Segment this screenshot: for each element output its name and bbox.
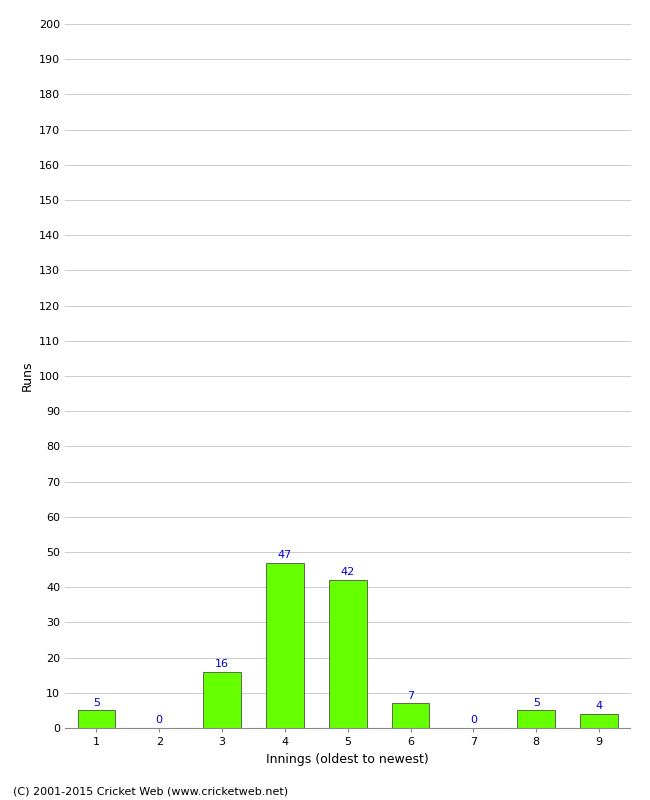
- Text: 7: 7: [407, 690, 414, 701]
- Text: (C) 2001-2015 Cricket Web (www.cricketweb.net): (C) 2001-2015 Cricket Web (www.cricketwe…: [13, 786, 288, 796]
- Text: 47: 47: [278, 550, 292, 560]
- Bar: [329, 580, 367, 728]
- Text: 16: 16: [215, 659, 229, 669]
- Text: 5: 5: [93, 698, 100, 707]
- Bar: [517, 710, 555, 728]
- Bar: [580, 714, 618, 728]
- Bar: [203, 672, 241, 728]
- Text: 5: 5: [533, 698, 540, 707]
- Bar: [77, 710, 115, 728]
- Text: 4: 4: [595, 701, 603, 711]
- Text: 0: 0: [470, 715, 477, 725]
- Y-axis label: Runs: Runs: [20, 361, 33, 391]
- X-axis label: Innings (oldest to newest): Innings (oldest to newest): [266, 753, 429, 766]
- Text: 42: 42: [341, 567, 355, 578]
- Bar: [392, 703, 430, 728]
- Text: 0: 0: [156, 715, 162, 725]
- Bar: [266, 562, 304, 728]
